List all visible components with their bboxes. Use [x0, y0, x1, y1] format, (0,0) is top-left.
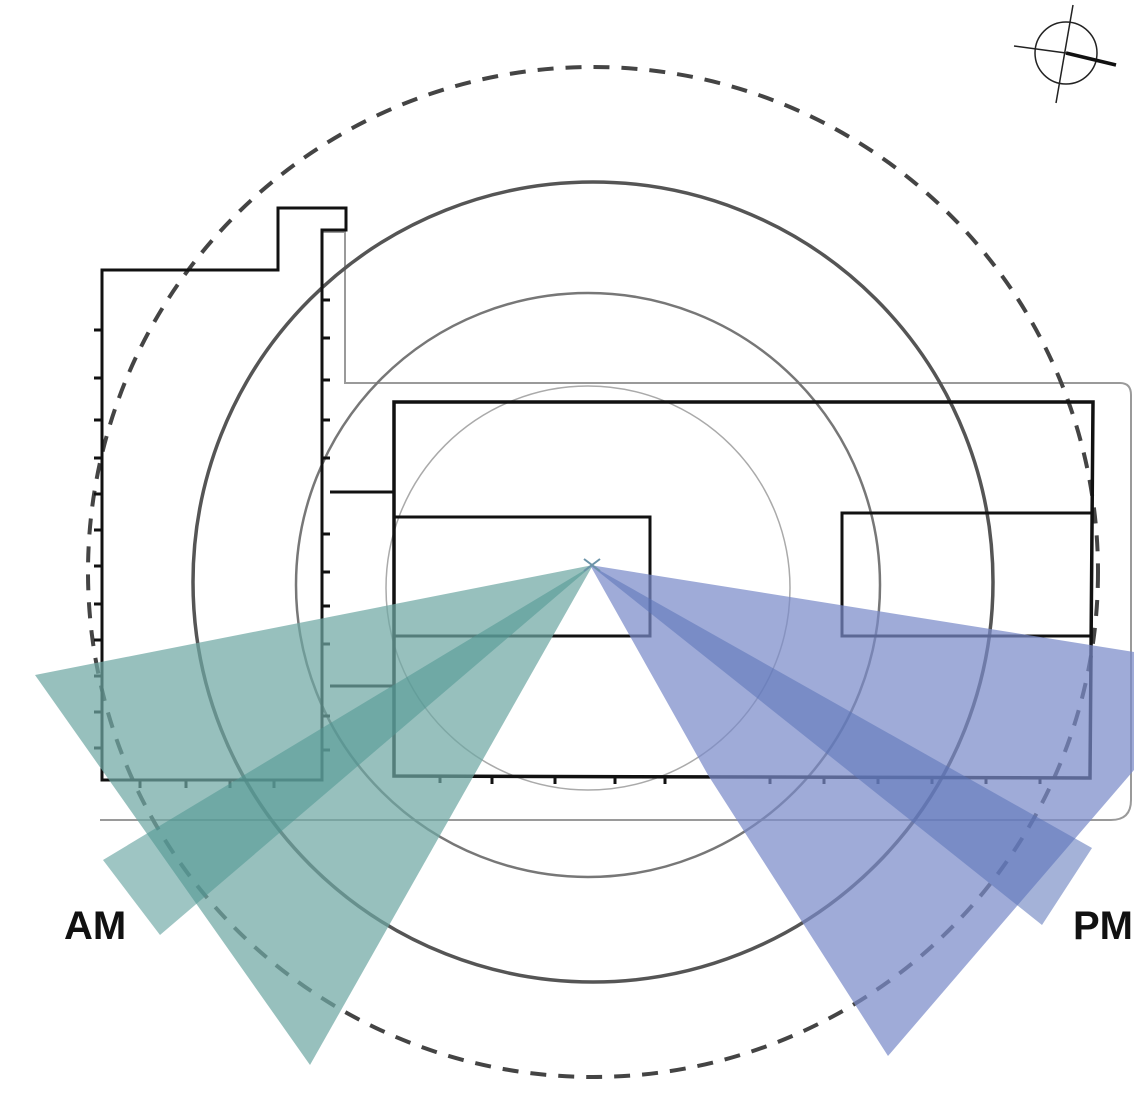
- am-sun-wedge-wide: [35, 565, 593, 1065]
- ring-small: [385, 385, 791, 791]
- building-left: [100, 206, 348, 782]
- am-sun-wedge-core: [103, 565, 593, 935]
- ring-large: [191, 180, 995, 984]
- ring-outer-dashed: [86, 65, 1100, 1079]
- ring-medium: [294, 291, 882, 879]
- north-arrow-icon: [1013, 4, 1117, 104]
- pm-label: PM: [1073, 904, 1133, 948]
- am-label: AM: [64, 904, 126, 948]
- observer-point-marker: [583, 558, 601, 572]
- pm-sun-wedge-wide: [590, 565, 1134, 1056]
- site-boundary: [100, 231, 1132, 821]
- pm-sun-wedge-core: [590, 565, 1092, 925]
